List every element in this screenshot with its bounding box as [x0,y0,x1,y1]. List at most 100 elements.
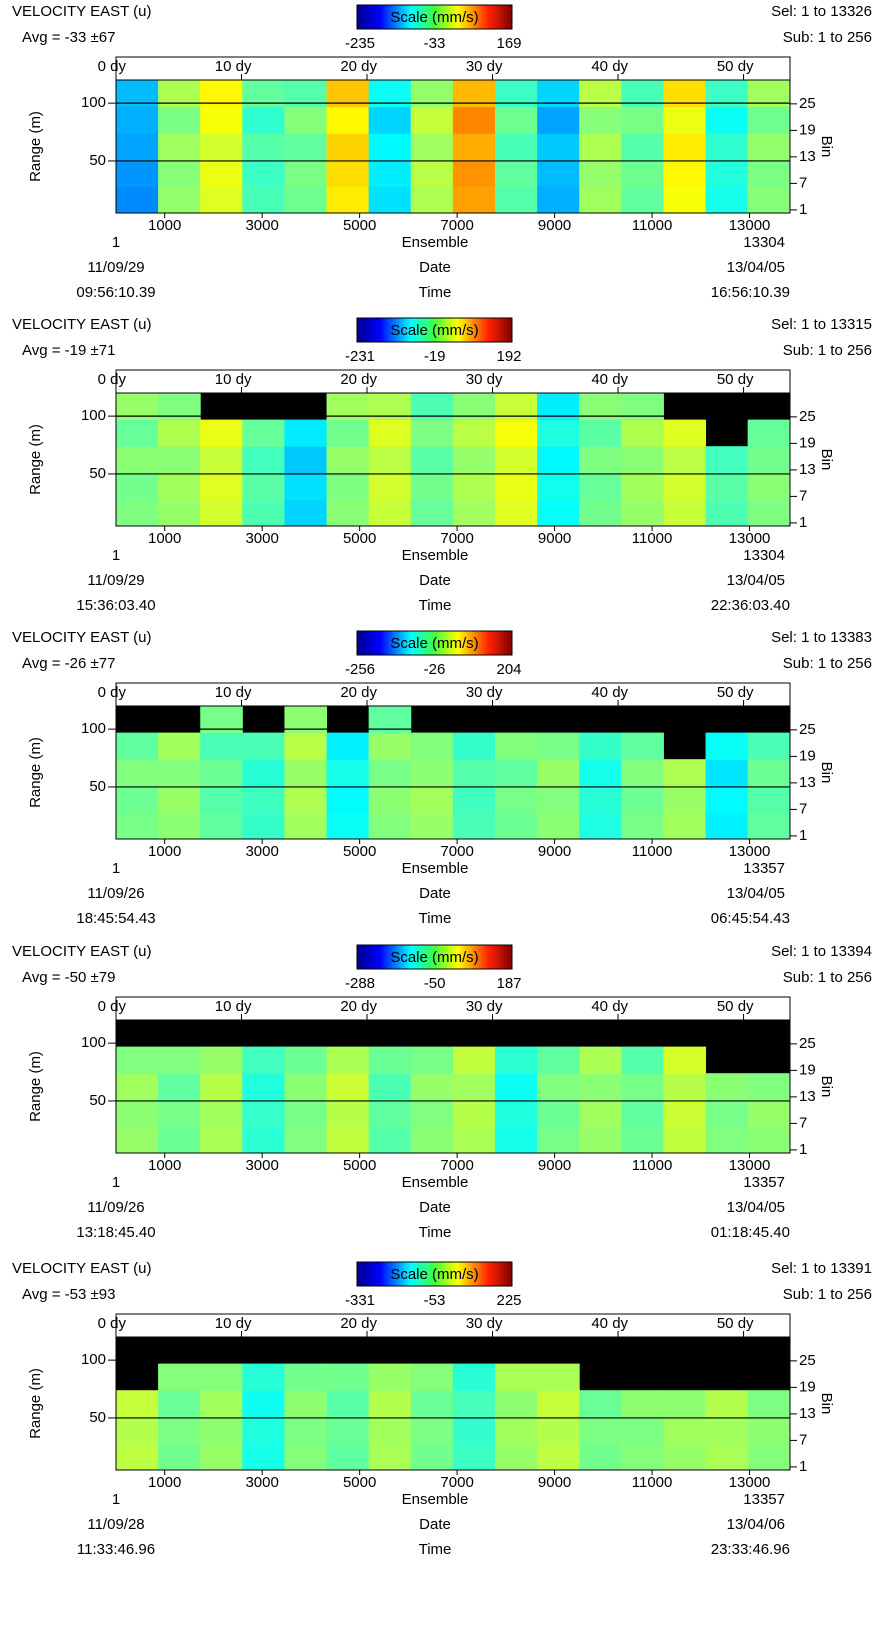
day-tick-label: 50 dy [717,684,754,701]
y2-tick-label: 19 [799,121,816,138]
heatmap-cell [368,1416,412,1444]
heatmap-cell [494,446,538,474]
x-tick-label: 9000 [538,530,571,547]
day-tick-label: 20 dy [340,371,377,388]
subset-label: Sub: 1 to 256 [783,29,872,46]
y2-tick-label: 13 [799,1405,816,1422]
heatmap-cell [663,1073,707,1101]
heatmap-cell [284,133,328,161]
x-axis-label: Ensemble [402,234,469,251]
subset-label: Sub: 1 to 256 [783,342,872,359]
y2-tick-label: 13 [799,148,816,165]
heatmap-cell [705,472,749,500]
heatmap-cell [326,133,370,161]
colorbar-tick-label: -19 [424,348,446,365]
heatmap-cell [200,1363,243,1391]
heatmap-cell [410,1073,454,1101]
panel-title: VELOCITY EAST (u) [12,629,152,646]
heatmap-cell [579,1073,622,1101]
heatmap-cell [410,446,454,474]
heatmap-cell [621,759,664,787]
date-start: 11/09/29 [87,259,144,276]
x-tick-label: 11000 [632,1157,673,1174]
heatmap-cell [494,1073,538,1101]
selection-label: Sel: 1 to 13394 [771,943,872,960]
heatmap-cell [747,446,791,474]
heatmap-cell [410,1363,454,1391]
y-tick-label: 50 [89,1409,106,1426]
heatmap-cell [410,1443,454,1471]
heatmap-cell [537,186,580,214]
selection-label: Sel: 1 to 13391 [771,1260,872,1277]
heatmap-cell [663,499,707,527]
time-end: 06:45:54.43 [711,910,790,927]
panel-title: VELOCITY EAST (u) [12,3,152,20]
heatmap-cell [621,446,664,474]
heatmap-cells [116,706,791,840]
x-tick-label: 9000 [538,217,571,234]
heatmap-cell [116,472,159,500]
heatmap-cell [663,446,707,474]
heatmap-cell [452,186,496,214]
heatmap-cell [116,106,159,134]
day-tick-label: 10 dy [215,58,252,75]
day-tick-label: 0 dy [98,371,127,388]
heatmap-cell [368,446,412,474]
time-end: 22:36:03.40 [711,597,790,614]
heatmap-cell [242,1126,285,1154]
x-tick-label: 1000 [148,217,181,234]
day-tick-label: 50 dy [717,371,754,388]
heatmap-cell [537,1390,580,1418]
ensemble-start: 1 [112,860,120,877]
heatmap-cell [537,1363,580,1391]
average-label: Avg = -50 ±79 [22,969,115,986]
x-tick-label: 11000 [632,530,673,547]
heatmap-cell [242,133,285,161]
heatmap-cell [158,732,201,760]
time-end: 01:18:45.40 [711,1224,790,1241]
heatmap-cell [452,732,496,760]
heatmap-cell [242,419,285,447]
day-tick-label: 0 dy [98,1315,127,1332]
heatmap-cell [284,732,328,760]
heatmap-cell [452,419,496,447]
heatmap-cell [579,419,622,447]
x-tick-label: 9000 [538,843,571,860]
heatmap-cell [494,472,538,500]
colorbar-tick-label: -331 [345,1292,375,1309]
x-axis-label: Ensemble [402,860,469,877]
heatmap-cell [116,1099,159,1127]
heatmap-cell [410,159,454,187]
heatmap-cell [452,1416,496,1444]
heatmap-cell [663,1099,707,1127]
subset-label: Sub: 1 to 256 [783,969,872,986]
heatmap-cell [705,812,749,840]
heatmap-cell [326,419,370,447]
y2-tick-label: 7 [799,1431,807,1448]
day-tick-label: 10 dy [215,998,252,1015]
heatmap-cell [452,133,496,161]
heatmap-cell [579,106,622,134]
y2-tick-label: 1 [799,827,807,844]
heatmap-cell [284,499,328,527]
heatmap-cell [158,785,201,813]
heatmap-cell [158,106,201,134]
heatmap-cell [368,186,412,214]
heatmap-cell [621,812,664,840]
heatmap-cell [200,1416,243,1444]
heatmap-cell [242,1443,285,1471]
heatmap-cell [158,446,201,474]
x-tick-label: 3000 [245,530,278,547]
heatmap-cell [326,106,370,134]
average-label: Avg = -33 ±67 [22,29,115,46]
date-label: Date [419,1199,451,1216]
heatmap-cell [326,1126,370,1154]
heatmap-cell [284,1046,328,1074]
heatmap-cell [326,1443,370,1471]
heatmap-cell [537,1046,580,1074]
heatmap-cell [621,1443,664,1471]
heatmap-cell [452,499,496,527]
heatmap-cell [663,785,707,813]
heatmap-cell [410,106,454,134]
x-tick-label: 13000 [729,1474,771,1491]
